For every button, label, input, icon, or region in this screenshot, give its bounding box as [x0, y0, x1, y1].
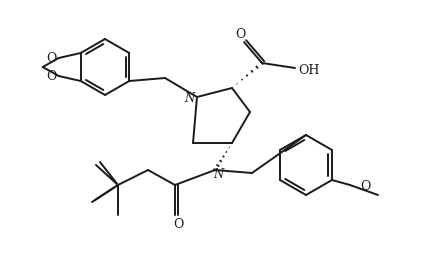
Text: O: O — [360, 179, 370, 193]
Text: O: O — [173, 217, 183, 231]
Text: O: O — [46, 69, 57, 83]
Text: N: N — [184, 92, 194, 106]
Text: O: O — [235, 29, 245, 41]
Text: O: O — [46, 52, 57, 64]
Text: OH: OH — [298, 63, 320, 77]
Text: N: N — [213, 168, 223, 182]
